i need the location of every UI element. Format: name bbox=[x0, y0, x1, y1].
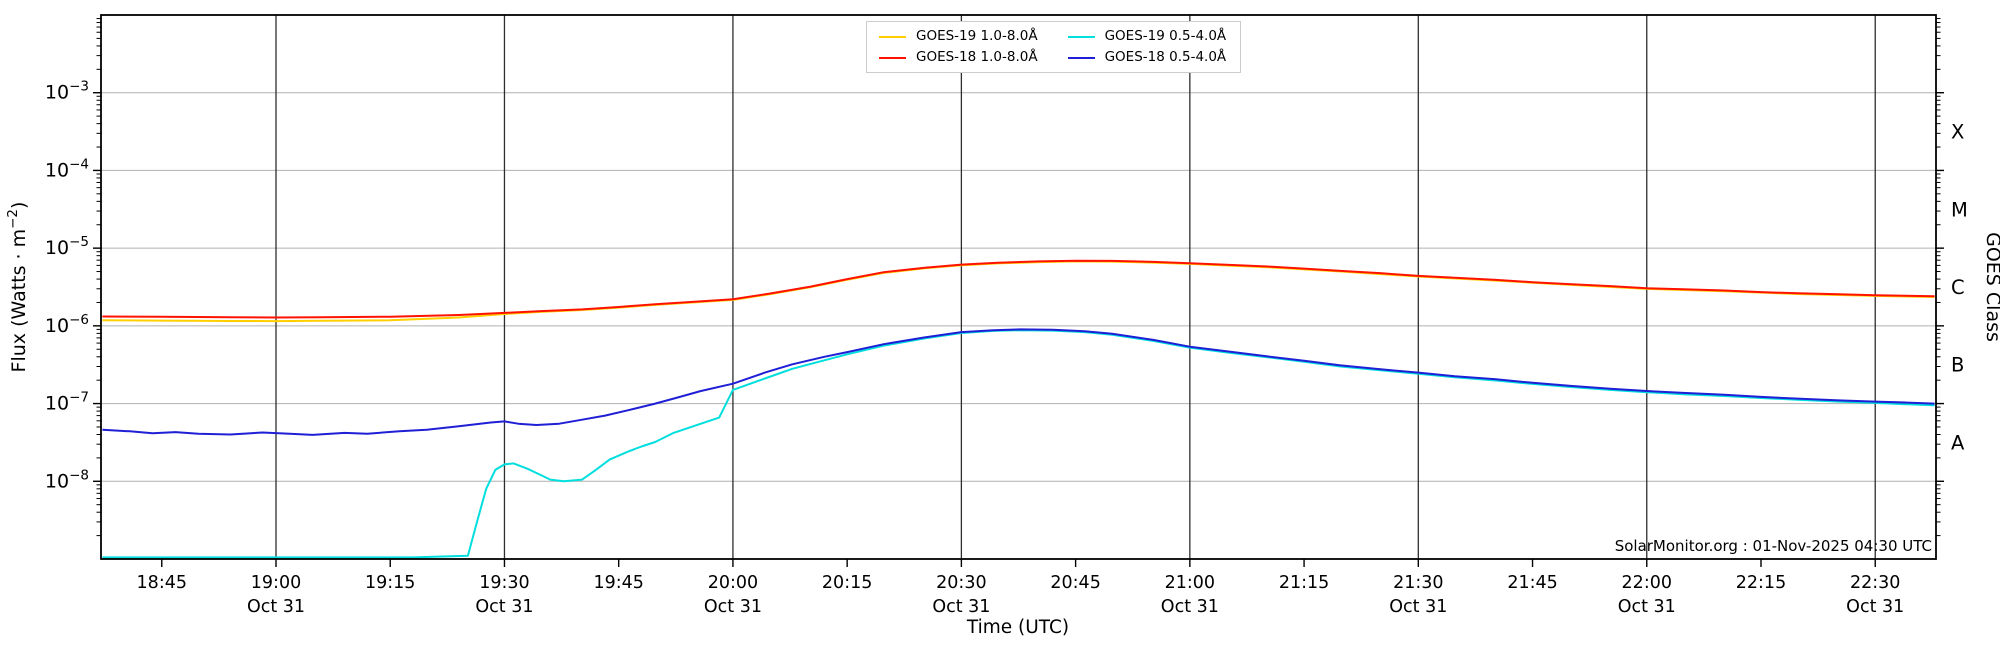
right-axis-label: GOES Class bbox=[1982, 232, 2000, 342]
legend-label: GOES-19 1.0-8.0Å bbox=[916, 28, 1038, 44]
y-tick-label: 10−3 bbox=[45, 79, 89, 104]
x-tick-label: 20:45 bbox=[1050, 573, 1100, 593]
y-axis-label-suffix: ) bbox=[8, 202, 30, 209]
vertical-gridlines bbox=[275, 15, 1876, 559]
legend-item: GOES-18 0.5-4.0Å bbox=[1067, 47, 1227, 68]
plot-spines bbox=[100, 14, 1937, 560]
x-tick-label: 19:15 bbox=[365, 573, 415, 593]
axis-ticks bbox=[93, 18, 1944, 567]
horizontal-gridlines bbox=[101, 92, 1936, 482]
series-line-goes-18-1-0-8-0- bbox=[102, 259, 1935, 319]
y-tick-label: 10−4 bbox=[45, 156, 89, 181]
y-tick-label: 10−7 bbox=[45, 390, 89, 415]
series-line-goes-19-1-0-8-0- bbox=[102, 260, 1935, 323]
x-tick-date-label: Oct 31 bbox=[1846, 597, 1904, 617]
x-tick-label: 22:30 bbox=[1850, 573, 1900, 593]
legend-label: GOES-18 0.5-4.0Å bbox=[1104, 49, 1227, 65]
x-axis-label: Time (UTC) bbox=[966, 617, 1069, 638]
watermark-text: SolarMonitor.org : 01-Nov-2025 04:30 UTC bbox=[1615, 537, 1932, 555]
goes-class-letters: X M C B A bbox=[1951, 121, 1968, 455]
x-tick-date-label: Oct 31 bbox=[247, 597, 305, 617]
x-tick-date-label: Oct 31 bbox=[1389, 597, 1447, 617]
flux-curves bbox=[102, 259, 1935, 559]
legend-swatch bbox=[1067, 35, 1095, 38]
goes-class-letter-a: A bbox=[1951, 431, 1965, 454]
x-tick-label: 21:45 bbox=[1507, 573, 1557, 593]
legend-item: GOES-19 1.0-8.0Å bbox=[879, 26, 1038, 47]
y-tick-label: 10−5 bbox=[45, 234, 89, 259]
legend-swatch bbox=[879, 35, 906, 38]
series-line-goes-19-0-5-4-0- bbox=[102, 329, 1935, 559]
y-axis-label-sup: −2 bbox=[5, 209, 21, 229]
legend-label: GOES-18 1.0-8.0Å bbox=[916, 49, 1038, 65]
x-tick-label: 21:15 bbox=[1279, 573, 1329, 593]
x-tick-label: 20:15 bbox=[822, 573, 872, 593]
x-tick-label: 20:30 bbox=[936, 573, 986, 593]
x-tick-date-label: Oct 31 bbox=[704, 597, 762, 617]
x-tick-label: 22:15 bbox=[1736, 573, 1786, 593]
x-tick-date-label: Oct 31 bbox=[475, 597, 533, 617]
x-tick-label: 18:45 bbox=[137, 573, 187, 593]
x-tick-label: 21:00 bbox=[1165, 573, 1215, 593]
y-tick-label: 10−6 bbox=[45, 312, 89, 337]
goes-class-letter-m: M bbox=[1951, 198, 1968, 221]
y-axis-label-prefix: Flux (Watts · m bbox=[8, 229, 30, 373]
legend: GOES-19 1.0-8.0Å GOES-18 1.0-8.0Å GOES-19 … bbox=[866, 21, 1242, 73]
x-tick-label: 21:30 bbox=[1393, 573, 1443, 593]
x-tick-label: 20:00 bbox=[708, 573, 758, 593]
x-tick-date-label: Oct 31 bbox=[932, 597, 990, 617]
y-axis-label: Flux (Watts · m−2) bbox=[5, 202, 30, 373]
legend-swatch bbox=[879, 56, 906, 59]
x-tick-date-label: Oct 31 bbox=[1618, 597, 1676, 617]
goes-class-letter-c: C bbox=[1951, 276, 1965, 299]
legend-item: GOES-18 1.0-8.0Å bbox=[879, 47, 1038, 68]
axis-tick-labels: 18:45 19:00 Oct 31 19:15 19:30 Oct 31 19:45 20:… bbox=[45, 79, 1904, 617]
x-tick-label: 19:00 bbox=[251, 573, 301, 593]
x-tick-label: 19:30 bbox=[479, 573, 529, 593]
y-tick-label: 10−8 bbox=[45, 467, 89, 492]
goes-class-letter-b: B bbox=[1951, 354, 1964, 377]
series-line-goes-18-0-5-4-0- bbox=[102, 328, 1935, 436]
goes-class-letter-x: X bbox=[1951, 121, 1964, 144]
x-tick-date-label: Oct 31 bbox=[1161, 597, 1219, 617]
x-tick-label: 22:00 bbox=[1622, 573, 1672, 593]
x-tick-label: 19:45 bbox=[593, 573, 643, 593]
legend-item: GOES-19 0.5-4.0Å bbox=[1067, 26, 1227, 47]
legend-swatch bbox=[1067, 56, 1095, 59]
legend-label: GOES-19 0.5-4.0Å bbox=[1104, 28, 1227, 44]
plot-border bbox=[100, 14, 1937, 560]
